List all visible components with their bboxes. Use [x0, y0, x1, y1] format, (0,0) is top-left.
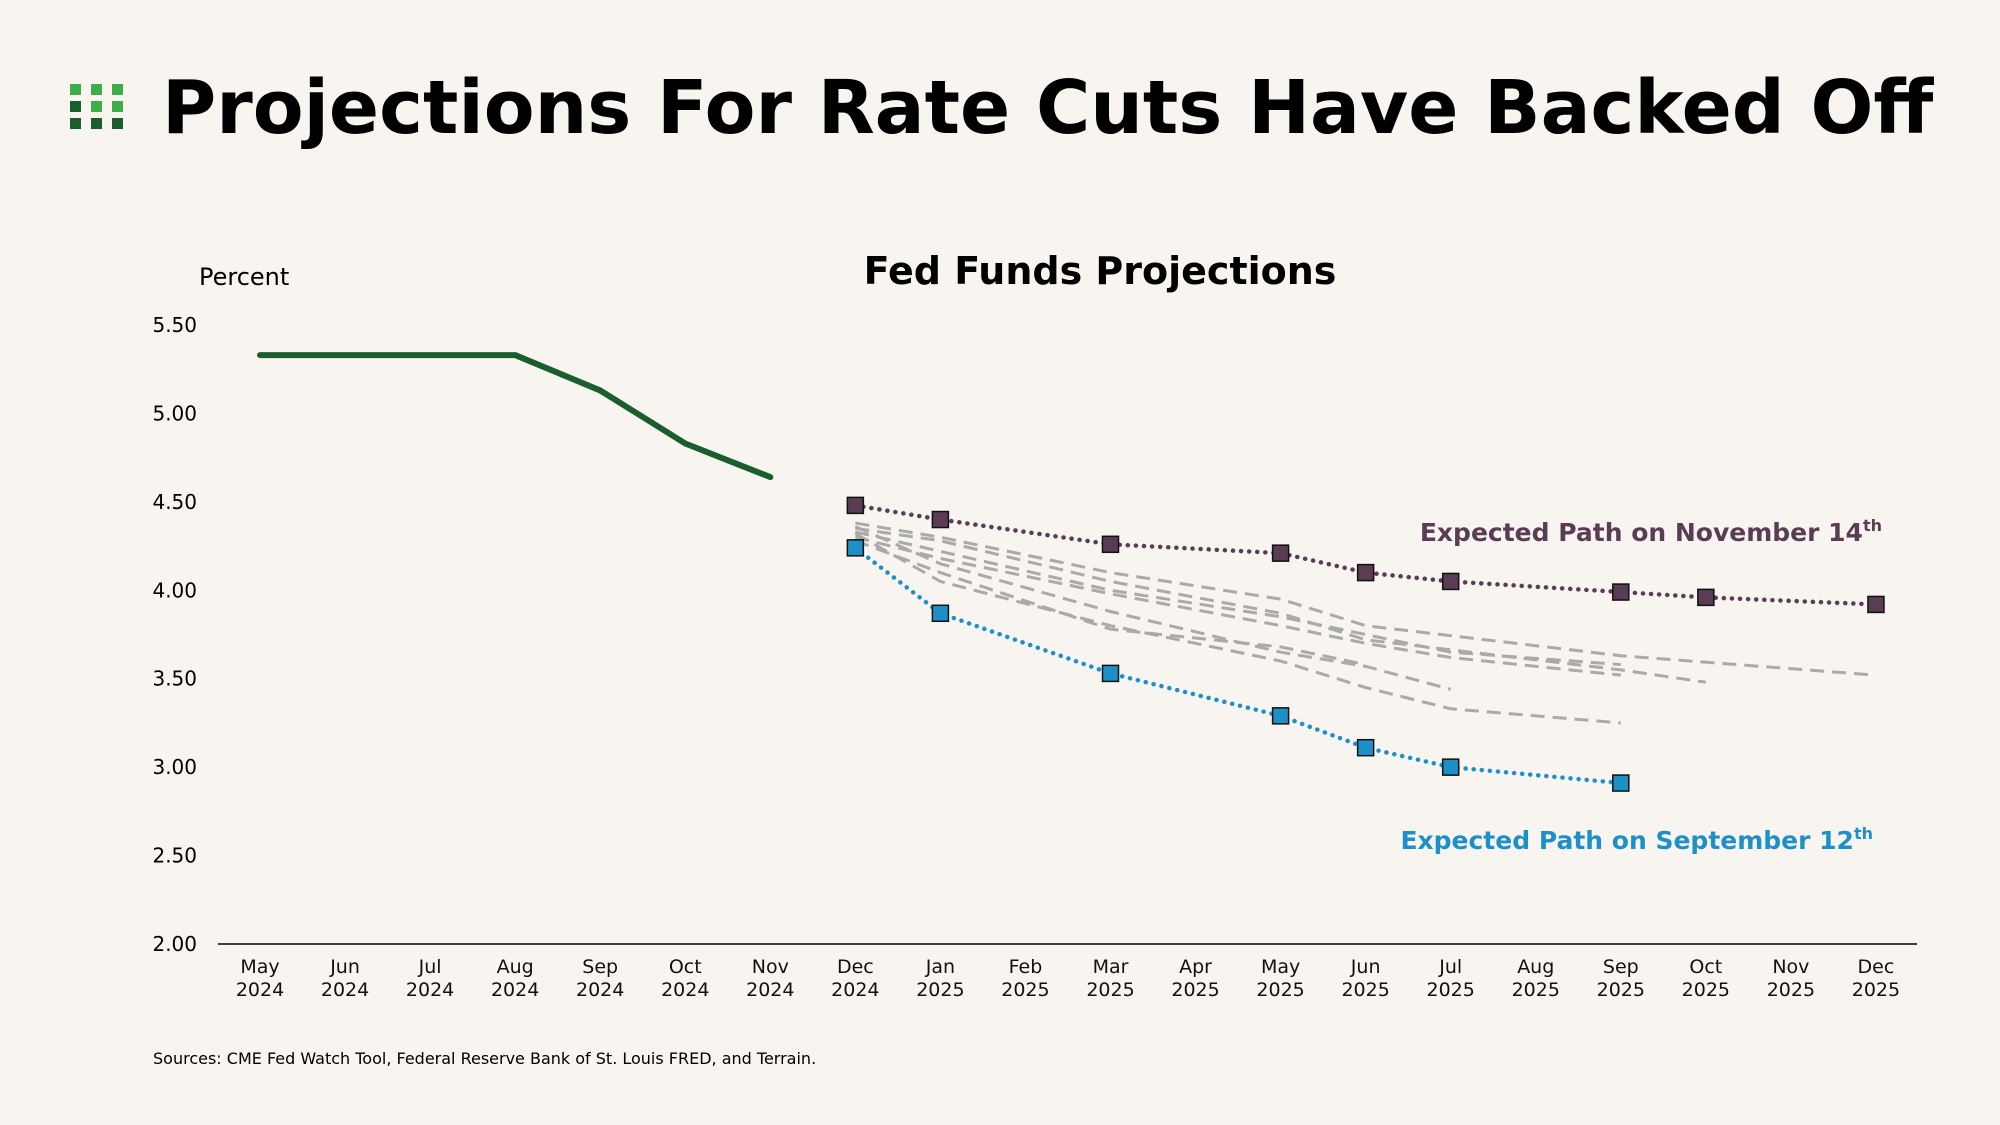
page-title: Projections For Rate Cuts Have Backed Of…: [162, 65, 1934, 151]
marker: [1271, 544, 1290, 562]
series-line: [855, 521, 1877, 677]
marker: [1441, 758, 1460, 776]
annotation-text: Expected Path on September 12: [1400, 826, 1854, 855]
annotation-sup: th: [1863, 516, 1882, 535]
y-tick-label: 3.00: [152, 755, 197, 779]
y-tick-label: 2.00: [152, 932, 197, 956]
marker: [1271, 707, 1290, 725]
x-tick-label: Dec 2025: [1851, 956, 1901, 1001]
x-tick-label: Sep 2024: [576, 956, 625, 1001]
marker: [846, 496, 865, 515]
marker: [1612, 583, 1630, 601]
x-tick-label: May 2025: [1256, 956, 1305, 1001]
annotation: Expected Path on September 12th: [1400, 824, 1873, 855]
x-tick-label: Aug 2025: [1511, 956, 1560, 1001]
x-tick-label: Sep 2025: [1596, 956, 1645, 1001]
y-tick-label: 4.50: [152, 490, 197, 514]
marker: [1356, 563, 1375, 582]
series-line: [854, 525, 1452, 691]
x-tick-label: Nov 2025: [1766, 956, 1816, 1001]
y-tick-label: 3.50: [152, 667, 197, 691]
x-tick-label: Nov 2024: [746, 956, 795, 1001]
annotation-sup: th: [1854, 824, 1873, 843]
marker: [846, 539, 865, 557]
x-tick-label: Oct 2025: [1681, 956, 1731, 1001]
annotation: Expected Path on November 14th: [1420, 516, 1882, 547]
x-tick-label: Jun 2025: [1341, 956, 1390, 1001]
chart-title: Fed Funds Projections: [864, 249, 1337, 293]
x-tick-label: Oct 2024: [661, 956, 710, 1001]
marker: [1356, 738, 1375, 757]
marker: [1101, 535, 1120, 554]
x-tick-label: Feb 2025: [1001, 956, 1050, 1001]
x-tick-label: Jul 2025: [1426, 956, 1475, 1001]
y-tick-label: 5.00: [152, 401, 197, 425]
series-line: [853, 503, 1879, 607]
marker: [1867, 595, 1885, 614]
x-tick-label: Jun 2024: [320, 956, 370, 1001]
marker: [1101, 664, 1120, 683]
x-tick-label: Aug 2024: [490, 956, 540, 1001]
series-line: [257, 352, 774, 481]
annotation-text: Expected Path on November 14: [1420, 518, 1863, 547]
y-axis-label: Percent: [199, 263, 289, 291]
series-line: [854, 532, 1621, 725]
y-tick-label: 5.50: [152, 313, 197, 337]
marker: [1612, 774, 1630, 792]
series-line: [855, 526, 1707, 684]
x-tick-label: May 2024: [235, 956, 285, 1001]
y-tick-label: 2.50: [152, 844, 197, 868]
x-tick-label: Apr 2025: [1171, 956, 1220, 1001]
source: Sources: CME Fed Watch Tool, Federal Res…: [153, 1049, 816, 1068]
series-line: [854, 539, 1366, 667]
logo-icon: [70, 84, 123, 129]
x-tick-label: Dec 2024: [831, 956, 880, 1001]
marker: [931, 604, 950, 623]
x-tick-label: Jan 2025: [916, 956, 965, 1001]
series-line: [855, 530, 1621, 667]
marker: [931, 510, 950, 529]
y-tick-label: 4.00: [152, 578, 197, 602]
marker: [1697, 588, 1715, 607]
marker: [1441, 572, 1460, 591]
series-line: [854, 535, 1621, 677]
x-tick-label: Jul 2024: [405, 956, 455, 1001]
x-tick-label: Mar 2025: [1086, 956, 1135, 1001]
